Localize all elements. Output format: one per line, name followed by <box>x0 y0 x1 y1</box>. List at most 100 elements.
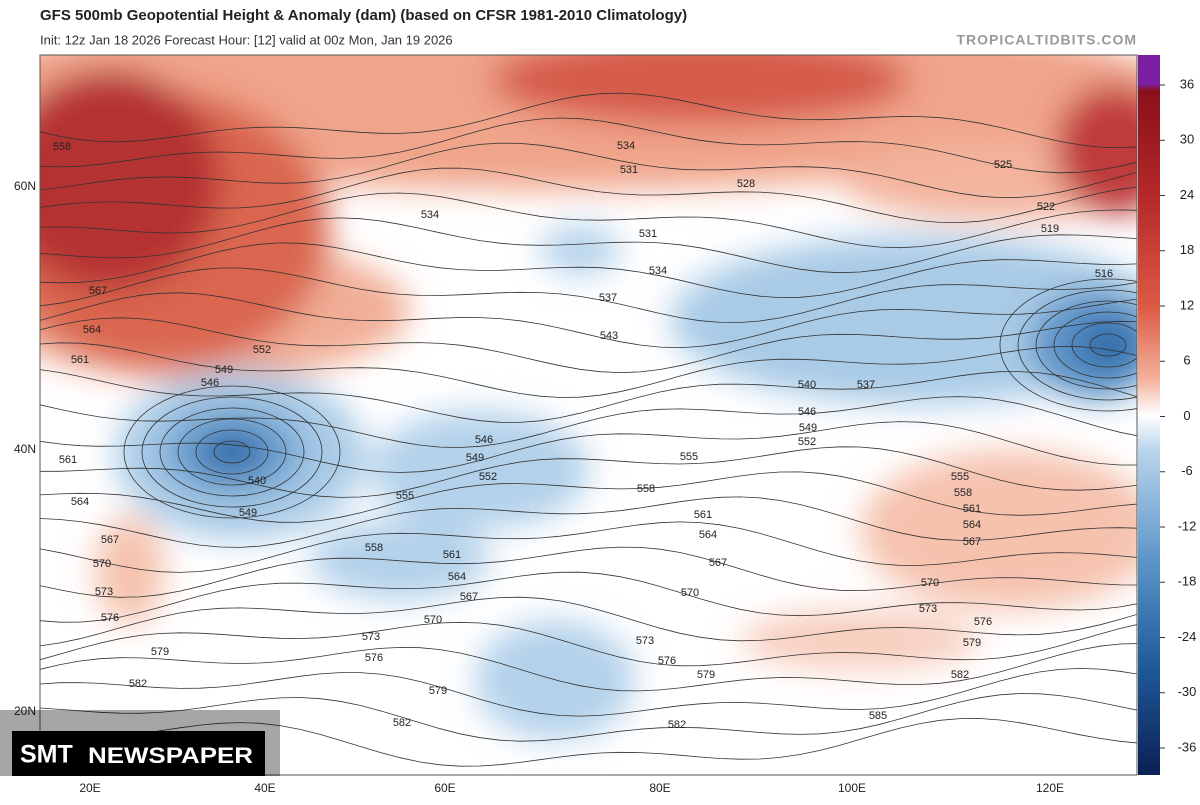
contour-label: 573 <box>95 586 113 598</box>
contour-line <box>40 496 1137 548</box>
contour-label: 519 <box>1041 223 1059 235</box>
contour-ring <box>1053 311 1137 379</box>
contour-label: 528 <box>737 178 755 190</box>
colorbar-tick-label: 36 <box>1180 76 1194 91</box>
contour-label: 540 <box>798 379 816 391</box>
contour-label: 585 <box>869 710 887 722</box>
axis-labels: 60N 40N 20N 20E 40E 60E 80E 100E 120E <box>14 179 1064 795</box>
contour-line <box>40 667 1137 717</box>
contour-line <box>40 571 1137 623</box>
contour-line <box>40 117 1137 174</box>
contour-ring <box>213 440 251 464</box>
contour-label: 549 <box>215 364 233 376</box>
contour-ring <box>159 407 305 497</box>
contour-label: 576 <box>658 655 676 667</box>
lon-label: 40E <box>254 781 275 795</box>
contour-label: 531 <box>620 164 638 176</box>
contour-label: 546 <box>201 377 219 389</box>
contour-line <box>40 643 1137 692</box>
colorbar-tick-label: -12 <box>1178 518 1197 533</box>
contour-label: 540 <box>248 475 266 487</box>
contour-label: 534 <box>421 209 439 221</box>
contour-label: 531 <box>639 228 657 240</box>
colorbar-tick-label: -24 <box>1178 629 1197 644</box>
contour-label: 549 <box>239 507 257 519</box>
contour-label: 561 <box>443 549 461 561</box>
contour-label: 564 <box>699 529 717 541</box>
lon-label: 120E <box>1036 781 1064 795</box>
contour-line <box>40 693 1137 742</box>
contour-ring <box>1089 333 1127 357</box>
contour-label: 537 <box>599 292 617 304</box>
contour-label: 534 <box>649 265 667 277</box>
watermark-box <box>12 731 265 776</box>
contour-label: 567 <box>89 285 107 297</box>
contour-label: 567 <box>963 536 981 548</box>
lat-label: 60N <box>14 179 36 193</box>
contour-ring <box>141 396 323 508</box>
contour-line <box>40 621 1137 667</box>
contour-ring <box>1071 322 1137 368</box>
colorbar-tick-label: -36 <box>1178 739 1197 754</box>
colorbar-tick-label: 24 <box>1180 187 1194 202</box>
contour-line <box>40 521 1137 573</box>
colorbar-tick-label: 30 <box>1180 132 1194 147</box>
contour-label: 579 <box>697 669 715 681</box>
contour-label: 558 <box>954 487 972 499</box>
lon-label: 80E <box>649 781 670 795</box>
contour-ring <box>195 429 269 475</box>
contour-label: 552 <box>253 344 271 356</box>
contour-label: 567 <box>709 557 727 569</box>
lat-label: 40N <box>14 442 36 456</box>
contour-line <box>40 167 1137 224</box>
contour-label: 570 <box>921 577 939 589</box>
contour-label: 546 <box>475 434 493 446</box>
lon-label: 20E <box>79 781 100 795</box>
contour-label: 579 <box>151 646 169 658</box>
contour-line <box>40 421 1137 473</box>
contour-line <box>40 242 1137 299</box>
contour-label: 549 <box>799 422 817 434</box>
map-frame <box>39 54 1138 776</box>
contour-label: 564 <box>448 571 466 583</box>
contour-line <box>40 142 1137 199</box>
colorbar-tick-label: -18 <box>1178 574 1197 589</box>
contour-label: 555 <box>680 451 698 463</box>
contour-line <box>40 471 1137 523</box>
contour-ring <box>999 278 1137 412</box>
contour-label: 558 <box>365 542 383 554</box>
contour-label: 516 <box>1095 268 1113 280</box>
contour-line <box>40 369 1137 423</box>
contour-label: 576 <box>365 652 383 664</box>
contour-ring <box>123 385 341 519</box>
colorbar-tick-label: -6 <box>1181 463 1193 478</box>
contour-label: 561 <box>694 509 712 521</box>
colorbar-tick-label: 0 <box>1183 408 1190 423</box>
contour-label: 555 <box>396 490 414 502</box>
contour-ring <box>1035 300 1137 390</box>
contour-label: 579 <box>429 685 447 697</box>
contour-label: 579 <box>963 637 981 649</box>
contour-label: 570 <box>424 614 442 626</box>
contour-line <box>40 217 1137 274</box>
contour-line <box>40 546 1137 598</box>
contour-line <box>40 342 1137 398</box>
colorbar-tick-label: 12 <box>1180 297 1194 312</box>
contour-label: 552 <box>798 436 816 448</box>
watermark-brand: SMT <box>20 741 73 769</box>
map-area: 5585675645615525495465615645675705735765… <box>40 55 1137 767</box>
colorbar-ticks: 36 30 24 18 12 6 0 -6 -12 -18 -24 -30 -36 <box>1160 76 1196 754</box>
contour-line <box>40 267 1137 323</box>
contour-label: 558 <box>53 141 71 153</box>
contour-label: 582 <box>668 719 686 731</box>
contour-line <box>40 596 1137 647</box>
contour-label: 543 <box>600 330 618 342</box>
contour-label: 564 <box>963 519 981 531</box>
subtitle: Init: 12z Jan 18 2026 Forecast Hour: [12… <box>40 32 453 47</box>
contour-line <box>40 718 1137 767</box>
contour-labels: 5585675645615525495465615645675705735765… <box>53 140 1113 731</box>
contour-label: 567 <box>101 534 119 546</box>
contour-label: 525 <box>994 159 1012 171</box>
